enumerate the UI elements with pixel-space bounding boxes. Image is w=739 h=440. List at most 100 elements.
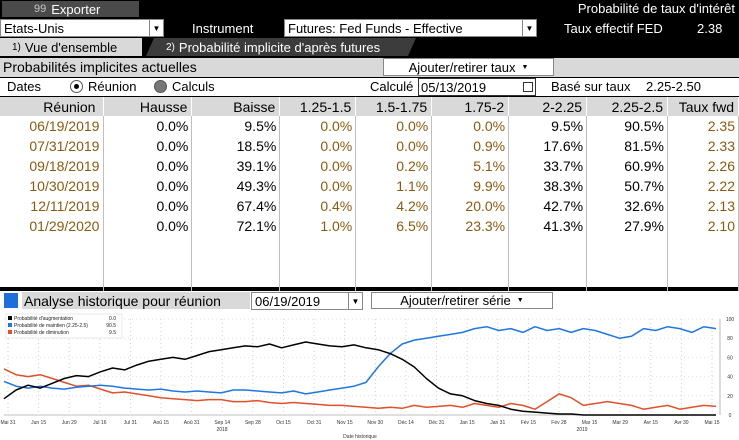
calculs-radio[interactable]	[154, 80, 167, 93]
column-header[interactable]: Réunion	[0, 97, 105, 116]
column-header[interactable]: 2-2.25	[508, 97, 588, 116]
legend-entry: Probabilité de maintien (2.25-2.5)	[14, 323, 88, 329]
legend-value: 90.5	[106, 323, 116, 329]
y-tick-label: 40	[727, 375, 733, 381]
column-header[interactable]: Taux fwd	[667, 97, 739, 116]
table-row[interactable]: 12/11/2019 0.0% 67.4% 0.4% 4.2% 20.0% 42.7% 32.…	[0, 196, 739, 216]
table-cell: 42.7%	[508, 196, 588, 216]
legend-value: 0.0	[109, 316, 116, 322]
x-tick-label: Avr 15	[644, 420, 659, 426]
table-cell: 9.5%	[508, 116, 588, 136]
legend-swatch	[8, 316, 12, 320]
x-tick-label: Fév 15	[521, 420, 537, 426]
table-cell: 32.6%	[586, 196, 668, 216]
column-header[interactable]: 1.25-1.5	[279, 97, 357, 116]
tab-label: Vue d'ensemble	[24, 39, 118, 55]
table-cell: 0.0%	[103, 116, 193, 136]
table-row[interactable]: 10/30/2019 0.0% 49.3% 0.0% 1.1% 9.9% 38.3% 50.7…	[0, 176, 739, 196]
x-tick-label: Mar 29	[612, 420, 628, 426]
instrument-label: Instrument	[192, 21, 254, 36]
table-cell: 1.1%	[355, 176, 433, 196]
table-cell: 18.5%	[191, 136, 281, 156]
fed-rate-value: 2.38	[697, 21, 723, 36]
series-line-increase	[3, 341, 716, 416]
column-header[interactable]: 2.25-2.5	[586, 97, 668, 116]
calculated-date-input[interactable]: 05/13/2019	[418, 78, 536, 96]
legend-entry: Probabilité d'augmentation	[14, 316, 73, 322]
y-tick-label: 80	[727, 336, 733, 342]
table-cell: 0.0%	[103, 156, 193, 176]
export-icon: 99	[34, 3, 47, 15]
base-rate-value: 2.25-2.50	[646, 79, 701, 94]
table-cell: 50.7%	[586, 176, 668, 196]
table-cell: 2.10	[667, 216, 739, 236]
history-chart[interactable]: Mai 31 Jun 15 Jun 29 Jul 16 Jul 31 Aoû 15 Aoû …	[0, 310, 739, 440]
instrument-dropdown[interactable]: Futures: Fed Funds - Effective ▼	[284, 19, 537, 37]
tab-overview[interactable]: 1) Vue d'ensemble	[0, 38, 142, 56]
table-row[interactable]: 07/31/2019 0.0% 18.5% 0.0% 0.0% 0.9% 17.6% 81.5…	[0, 136, 739, 156]
chart-toggle-icon[interactable]	[4, 293, 18, 308]
add-remove-series-button[interactable]: Ajouter/retirer série ▼	[371, 292, 553, 309]
tab-number: 2)	[166, 41, 175, 53]
table-cell: 09/18/2019	[0, 156, 105, 176]
x-tick-label: Jan 15	[460, 420, 475, 426]
calendar-icon[interactable]	[523, 82, 533, 92]
table-cell: 0.9%	[431, 136, 510, 156]
table-cell: 5.1%	[431, 156, 510, 176]
column-header[interactable]: Baisse	[191, 97, 281, 116]
x-tick-label: Jul 16	[93, 420, 107, 426]
table-cell: 0.0%	[355, 116, 433, 136]
table-cell: 1.0%	[279, 216, 357, 236]
meeting-value: 06/19/2019	[255, 293, 321, 309]
table-cell: 49.3%	[191, 176, 281, 196]
legend-box	[5, 313, 123, 339]
table-cell: 0.4%	[279, 196, 357, 216]
table-cell: 81.5%	[586, 136, 668, 156]
x-tick-label: Avr 30	[674, 420, 689, 426]
reunion-radio[interactable]	[70, 80, 83, 93]
x-tick-label: Jul 31	[124, 420, 138, 426]
x-tick-label: Jun 15	[31, 420, 46, 426]
top-bar	[0, 0, 739, 18]
table-cell: 0.0%	[103, 136, 193, 156]
table-cell: 27.9%	[586, 216, 668, 236]
table-row[interactable]: 06/19/2019 0.0% 9.5% 0.0% 0.0% 0.0% 9.5% 90.5% 2…	[0, 116, 739, 136]
table-cell: 0.2%	[355, 156, 433, 176]
column-header[interactable]: Hausse	[103, 97, 193, 116]
table-cell: 0.0%	[279, 136, 357, 156]
x-tick-label: Nov 15	[337, 420, 353, 426]
tab-implied-probability[interactable]: 2) Probabilité implicite d'après futures	[146, 38, 416, 56]
calculated-date-value: 05/13/2019	[421, 79, 487, 95]
chevron-down-icon[interactable]: ▼	[522, 20, 536, 36]
table-row[interactable]: 01/29/2020 0.0% 72.1% 1.0% 6.5% 23.3% 41.3% 27.…	[0, 216, 739, 236]
table-cell: 67.4%	[191, 196, 281, 216]
x-tick-label: Aoû 15	[153, 420, 169, 426]
table-cell: 72.1%	[191, 216, 281, 236]
export-button[interactable]: 99 Exporter	[2, 1, 139, 17]
table-cell: 41.3%	[508, 216, 588, 236]
country-dropdown[interactable]: Etats-Unis ▼	[0, 19, 164, 37]
add-remove-rate-button[interactable]: Ajouter/retirer taux ▼	[383, 58, 554, 76]
tab-number: 1)	[12, 41, 21, 53]
chevron-down-icon[interactable]: ▼	[149, 20, 163, 36]
table-cell: 0.0%	[103, 216, 193, 236]
x-tick-label: Déc 31	[429, 420, 445, 426]
table-cell: 2.33	[667, 136, 739, 156]
table-cell: 33.7%	[508, 156, 588, 176]
table-cell: 39.1%	[191, 156, 281, 176]
legend-value: 9.5	[109, 330, 116, 336]
controls-row	[0, 78, 739, 96]
chevron-down-icon[interactable]: ▼	[348, 293, 362, 309]
x-tick-label: Déc 14	[398, 420, 414, 426]
table-row[interactable]: 09/18/2019 0.0% 39.1% 0.0% 0.2% 5.1% 33.7% 60.9…	[0, 156, 739, 176]
table-cell: 60.9%	[586, 156, 668, 176]
table-cell: 0.0%	[279, 156, 357, 176]
table-cell: 2.13	[667, 196, 739, 216]
table-cell: 38.3%	[508, 176, 588, 196]
column-header[interactable]: 1.5-1.75	[355, 97, 433, 116]
page-title: Probabilité de taux d'intérêt	[577, 1, 735, 16]
x-tick-label: Mai 15	[704, 420, 719, 426]
meeting-dropdown[interactable]: 06/19/2019 ▼	[251, 292, 363, 310]
x-tick-label: Fév 28	[551, 420, 567, 426]
column-header[interactable]: 1.75-2	[431, 97, 510, 116]
